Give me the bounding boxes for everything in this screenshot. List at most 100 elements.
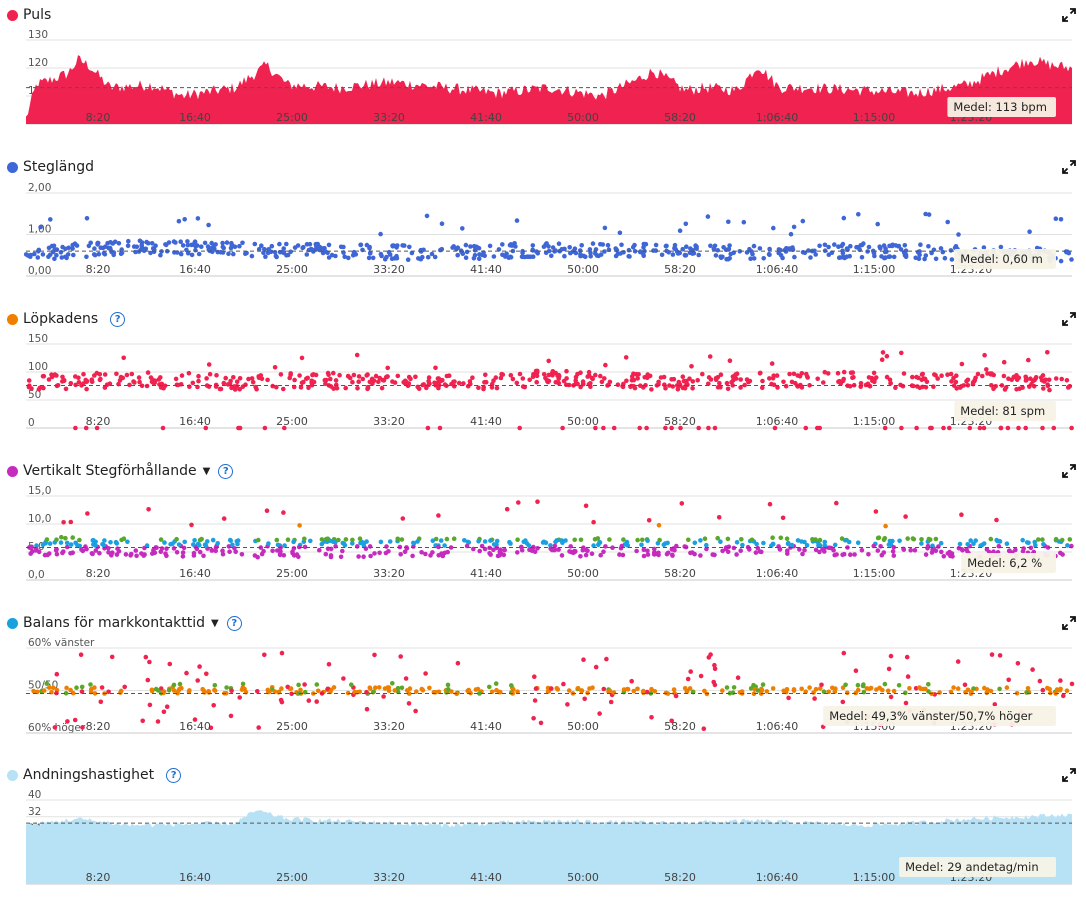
data-point — [437, 425, 443, 431]
data-point — [948, 248, 954, 253]
data-point — [1026, 357, 1031, 363]
data-point — [400, 243, 405, 248]
data-point — [325, 686, 331, 692]
data-point — [341, 244, 346, 250]
expand-icon[interactable] — [1062, 312, 1076, 326]
data-point — [1065, 543, 1070, 548]
data-point — [926, 244, 931, 249]
dropdown-caret-icon[interactable]: ▼ — [202, 465, 211, 477]
data-point — [959, 361, 965, 367]
data-point — [255, 537, 261, 543]
data-point — [214, 373, 219, 378]
data-point — [178, 239, 183, 244]
data-point — [852, 552, 857, 557]
data-point — [948, 371, 954, 377]
data-point — [683, 253, 689, 258]
x-tick-label: 58:20 — [664, 415, 696, 428]
data-point — [386, 685, 392, 690]
data-point — [237, 387, 242, 392]
panel-puls: 1301201101008:2016:4025:0033:2041:4050:0… — [0, 0, 1086, 152]
data-point — [343, 537, 349, 542]
data-point — [698, 553, 703, 558]
data-point — [80, 725, 85, 730]
data-point — [653, 242, 659, 248]
data-point — [1014, 373, 1019, 378]
data-point — [150, 551, 155, 556]
data-point — [532, 674, 537, 679]
data-point — [793, 380, 798, 386]
data-point — [583, 552, 589, 558]
data-point — [913, 255, 918, 261]
data-point — [358, 242, 364, 248]
data-point — [776, 247, 782, 252]
data-point — [378, 231, 383, 237]
chart-title: Puls — [23, 7, 52, 23]
dropdown-caret-icon[interactable]: ▼ — [211, 617, 219, 629]
y-tick-label: 32 — [28, 806, 41, 818]
data-point — [50, 685, 56, 691]
mean-label: Medel: 81 spm — [960, 404, 1045, 418]
data-point — [323, 551, 329, 557]
data-point — [274, 384, 279, 390]
expand-icon[interactable] — [1062, 616, 1076, 630]
data-point — [1004, 541, 1010, 546]
x-tick-label: 58:20 — [664, 720, 696, 733]
data-point — [903, 690, 908, 696]
data-point — [652, 546, 657, 552]
data-point — [842, 255, 847, 261]
data-point — [51, 243, 57, 249]
x-tick-label: 8:20 — [86, 871, 111, 884]
expand-icon[interactable] — [1062, 8, 1076, 22]
data-point — [1069, 681, 1075, 687]
data-point — [472, 253, 478, 258]
data-point — [255, 554, 260, 560]
data-point — [968, 538, 973, 543]
data-point — [451, 244, 457, 249]
data-point — [1046, 377, 1052, 383]
x-tick-label: 1:15:00 — [853, 111, 895, 124]
data-point — [998, 244, 1004, 250]
expand-icon[interactable] — [1062, 160, 1076, 174]
data-point — [334, 382, 339, 388]
data-point — [109, 553, 114, 558]
data-point — [652, 689, 658, 694]
data-point — [229, 688, 234, 693]
data-point — [686, 537, 691, 543]
data-point — [365, 386, 370, 392]
data-point — [957, 541, 963, 547]
data-point — [1058, 258, 1064, 264]
data-point — [237, 243, 242, 249]
data-point — [384, 374, 390, 379]
data-point — [649, 686, 654, 692]
data-point — [808, 255, 813, 260]
data-point — [116, 549, 122, 554]
data-point — [882, 425, 888, 431]
data-point — [712, 425, 718, 431]
help-icon[interactable]: ? — [110, 311, 126, 327]
data-point — [320, 250, 326, 256]
data-point — [534, 249, 539, 254]
data-point — [663, 386, 668, 391]
data-point — [630, 245, 636, 250]
data-point — [436, 385, 441, 391]
data-point — [734, 540, 740, 545]
data-point — [54, 252, 59, 258]
data-point — [954, 386, 959, 391]
expand-icon[interactable] — [1062, 768, 1076, 782]
data-point — [696, 252, 701, 258]
data-point — [949, 379, 954, 384]
help-icon[interactable]: ? — [226, 615, 242, 631]
data-point — [643, 241, 649, 247]
data-point — [813, 547, 819, 553]
help-icon[interactable]: ? — [166, 767, 182, 783]
help-icon[interactable]: ? — [218, 463, 234, 479]
mean-label-box — [947, 97, 1056, 117]
data-point — [237, 376, 243, 381]
expand-icon[interactable] — [1062, 464, 1076, 478]
data-point — [340, 548, 345, 554]
data-point — [350, 379, 355, 385]
x-tick-label: 25:00 — [276, 415, 308, 428]
data-point — [191, 550, 197, 556]
data-point — [804, 374, 810, 379]
data-point — [716, 515, 722, 520]
